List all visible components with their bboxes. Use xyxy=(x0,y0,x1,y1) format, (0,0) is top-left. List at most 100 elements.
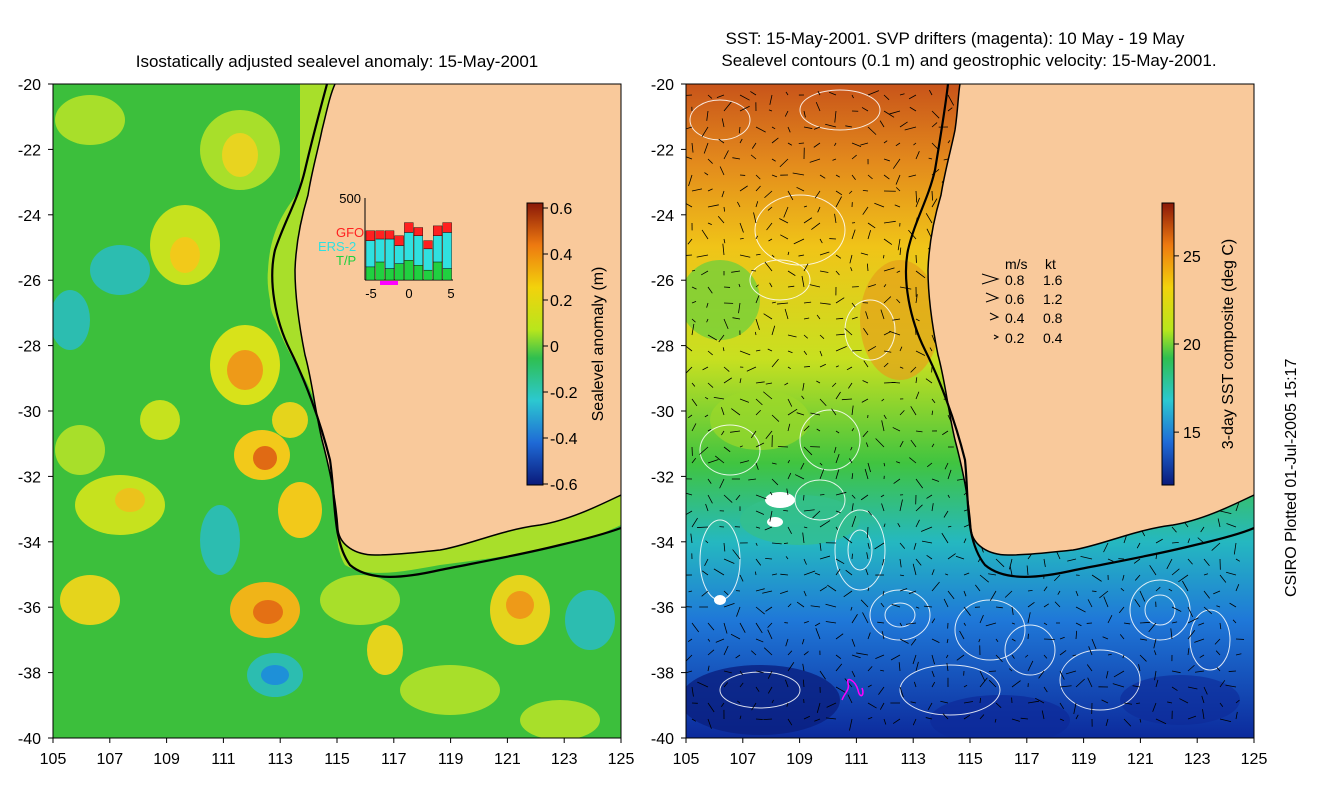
lat-tick-label: -22 xyxy=(18,142,41,159)
velocity-vector xyxy=(803,446,813,456)
velocity-vector xyxy=(803,263,809,272)
left-panel-title: Isostatically adjusted sealevel anomaly:… xyxy=(136,52,539,71)
velocity-vector xyxy=(755,558,762,566)
velocity-vector xyxy=(813,142,821,148)
velocity-vector xyxy=(889,110,901,115)
velocity-vector xyxy=(867,684,872,688)
colorbar-tick-label: -0.6 xyxy=(550,477,578,494)
velocity-vector xyxy=(787,366,791,370)
velocity-vector xyxy=(787,718,793,726)
velocity-vector xyxy=(735,494,741,501)
velocity-vector xyxy=(912,563,917,576)
velocity-vector xyxy=(867,284,876,288)
velocity-vector xyxy=(1167,701,1173,704)
velocity-vector xyxy=(765,430,773,439)
velocity-vector xyxy=(1054,601,1061,608)
velocity-vector xyxy=(898,662,901,672)
velocity-vector xyxy=(783,206,789,218)
velocity-vector xyxy=(894,204,901,208)
velocity-vector xyxy=(739,237,744,240)
velocity-vector xyxy=(866,263,869,272)
velocity-vector xyxy=(707,350,713,356)
velocity-vector xyxy=(755,686,760,692)
velocity-vector xyxy=(691,457,697,464)
velocity-vector xyxy=(896,298,901,304)
velocity-vector xyxy=(686,203,693,208)
velocity-vector xyxy=(844,328,853,336)
velocity-vector xyxy=(1027,700,1040,704)
velocity-vector xyxy=(1187,648,1190,656)
velocity-vector xyxy=(798,142,805,144)
velocity-vector xyxy=(847,694,853,704)
velocity-vector xyxy=(1057,590,1061,595)
velocity-legend-kt-0: 1.6 xyxy=(1043,272,1063,288)
velocity-vector xyxy=(1123,702,1133,705)
velocity-vector xyxy=(835,430,840,434)
velocity-vector xyxy=(739,460,750,464)
velocity-vector xyxy=(755,235,759,240)
lat-tick-label: -20 xyxy=(651,77,674,94)
velocity-vector xyxy=(851,154,857,160)
lon-tick-label: 119 xyxy=(1071,751,1097,768)
velocity-vector xyxy=(755,318,760,331)
velocity-vector xyxy=(1155,718,1167,725)
velocity-vector xyxy=(1166,558,1173,570)
velocity-vector xyxy=(915,197,920,208)
lat-tick-label: -30 xyxy=(651,404,674,421)
velocity-vector xyxy=(819,469,825,480)
velocity-vector xyxy=(928,157,933,160)
inset-bar-tp xyxy=(442,268,452,281)
inset-legend-ers2: ERS-2 xyxy=(318,239,356,254)
velocity-vector xyxy=(713,396,725,400)
velocity-vector xyxy=(883,523,886,528)
velocity-vector xyxy=(779,218,789,224)
velocity-vector xyxy=(867,174,873,180)
velocity-vector xyxy=(904,126,917,131)
velocity-vector xyxy=(1228,670,1237,672)
velocity-vector xyxy=(691,398,698,407)
velocity-vector xyxy=(943,158,949,161)
velocity-vector xyxy=(931,410,934,416)
velocity-vector xyxy=(796,186,805,192)
velocity-vector xyxy=(835,365,839,368)
velocity-vector xyxy=(835,297,845,304)
velocity-vector xyxy=(989,590,997,601)
velocity-vector xyxy=(785,91,789,96)
velocity-vector xyxy=(739,682,744,688)
velocity-vector xyxy=(787,408,798,416)
colorbar-tick-label: 20 xyxy=(1183,337,1201,354)
velocity-vector xyxy=(707,94,713,99)
velocity-vector xyxy=(787,251,790,256)
velocity-vector xyxy=(851,638,856,647)
velocity-vector xyxy=(1132,685,1141,688)
velocity-vector xyxy=(1011,654,1015,659)
velocity-vector xyxy=(785,638,789,647)
velocity-vector xyxy=(1148,622,1157,633)
inset-bar-ers xyxy=(423,248,433,271)
velocity-vector xyxy=(786,488,789,496)
velocity-vector xyxy=(801,275,805,288)
velocity-vector xyxy=(1225,571,1237,576)
lon-tick-label: 121 xyxy=(1127,751,1154,768)
velocity-vector xyxy=(877,621,885,624)
velocity-vector xyxy=(691,517,698,528)
velocity-vector xyxy=(915,478,924,489)
velocity-vector xyxy=(915,377,918,384)
velocity-vector xyxy=(1107,653,1112,656)
velocity-vector xyxy=(739,138,743,144)
velocity-legend-kt-1: 1.2 xyxy=(1043,291,1063,307)
velocity-vector xyxy=(931,681,936,688)
velocity-vector xyxy=(896,270,901,273)
velocity-vector xyxy=(746,366,757,372)
velocity-vector xyxy=(1187,664,1195,672)
velocity-vector xyxy=(1011,622,1016,625)
velocity-vector xyxy=(1075,590,1079,597)
velocity-vector xyxy=(765,606,773,612)
velocity-vector xyxy=(751,142,757,149)
velocity-vector xyxy=(739,622,746,633)
lon-tick-label: 111 xyxy=(211,751,235,768)
velocity-vector xyxy=(803,715,811,720)
velocity-vector xyxy=(881,398,885,402)
velocity-vector xyxy=(826,702,837,708)
velocity-vector xyxy=(867,126,877,135)
